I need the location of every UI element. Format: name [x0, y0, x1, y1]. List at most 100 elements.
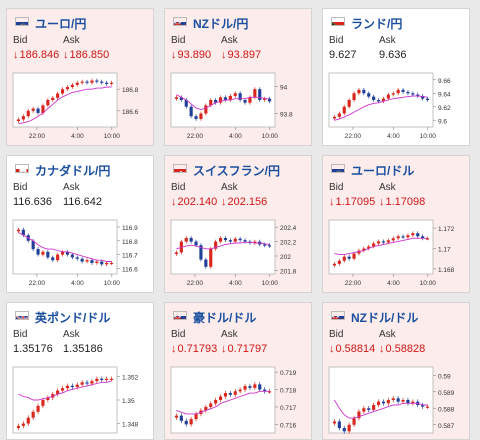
candle [362, 89, 366, 94]
ca-flag-icon [15, 164, 29, 173]
au-flag-icon [173, 311, 187, 320]
x-tick-label: 4:00 [387, 133, 400, 140]
candle [381, 241, 386, 243]
x-tick-label: 10:00 [262, 280, 279, 287]
pair-name[interactable]: 豪ドル/ドル [193, 311, 257, 325]
ask-value: ↓186.850 [63, 49, 109, 61]
pair-name[interactable]: NZドル/ドル [351, 311, 419, 325]
candle [253, 241, 257, 244]
pair-name[interactable]: NZドル/円 [193, 17, 249, 31]
candle [41, 251, 45, 255]
price-chart: 202.4 202.2 202 201.8 22:00 4:00 10:00 [170, 219, 297, 287]
bid-text: 1.17095 [335, 196, 376, 208]
ask-text: 9.636 [379, 49, 407, 61]
currency-card[interactable]: ランド/円 Bid Ask 9.627 9.636 9.66 9.64 9.62 9.6 22:0… [322, 8, 470, 146]
candle [342, 256, 346, 261]
candle [233, 93, 237, 96]
candle [41, 105, 45, 113]
ask-text: 1.35186 [63, 343, 103, 355]
candle [204, 105, 208, 114]
pair-name[interactable]: ユーロ/円 [35, 17, 87, 31]
moving-average-line [334, 95, 428, 121]
candle [174, 97, 179, 99]
bid-value: 116.636 [13, 196, 52, 208]
pair-name[interactable]: カナダドル/円 [35, 164, 111, 178]
candle [194, 116, 198, 119]
currency-card[interactable]: ユーロ/ドル Bid Ask ↓1.17095 ↓1.17098 1.172 1.17 1.1… [322, 155, 470, 293]
y-tick-label: 1.348 [122, 422, 139, 429]
bid-text: 1.35176 [13, 343, 53, 355]
candle [228, 95, 232, 100]
candle [194, 241, 198, 246]
bid-text: 0.71793 [177, 343, 218, 355]
pair-name[interactable]: スイスフラン/円 [193, 164, 280, 178]
candle [199, 245, 203, 260]
y-tick-label: 202 [280, 254, 291, 261]
candle [416, 94, 420, 96]
ask-label: Ask [63, 329, 80, 340]
currency-card[interactable]: 豪ドル/ドル Bid Ask ↓0.71793 ↓0.71797 0.719 0.718 0.… [164, 302, 312, 440]
candle [267, 98, 272, 102]
candle [85, 81, 89, 83]
y-tick-label: 0.717 [280, 405, 297, 412]
candle [367, 246, 371, 249]
bid-value: ↓186.846 [13, 49, 59, 61]
moving-average-line [334, 237, 428, 256]
candle [75, 82, 79, 85]
pair-name[interactable]: ランド/円 [351, 17, 403, 31]
candle [36, 108, 40, 113]
candle [347, 100, 351, 107]
candle [337, 260, 341, 264]
candle [258, 89, 262, 100]
bid-value: ↓1.17095 [329, 196, 375, 208]
bid-text: 186.846 [19, 49, 60, 61]
down-arrow-icon: ↓ [329, 196, 335, 208]
eu-flag-icon [331, 164, 345, 173]
ask-text: 1.17098 [385, 196, 426, 208]
candle [75, 257, 79, 259]
y-tick-label: 0.718 [280, 388, 297, 395]
candle [337, 113, 341, 117]
candle [228, 240, 232, 242]
candle [60, 388, 65, 391]
candle [238, 238, 242, 241]
candle [233, 391, 237, 395]
currency-card[interactable]: NZドル/ドル Bid Ask ↓0.58814 ↓0.58828 0.59 0.589 0.… [322, 302, 470, 440]
currency-card[interactable]: NZドル/円 Bid Ask ↓93.890 ↓93.897 94 93.8 22:00 4:0… [164, 8, 312, 146]
price-chart: 0.719 0.718 0.717 0.716 [170, 366, 297, 434]
currency-card[interactable]: スイスフラン/円 Bid Ask ↓202.140 ↓202.156 202.4 202.2… [164, 155, 312, 293]
candle [425, 98, 430, 100]
candle [362, 248, 366, 251]
candle [209, 248, 213, 267]
candle [406, 91, 410, 94]
candle [238, 93, 242, 100]
y-tick-label: 94 [280, 85, 288, 92]
down-arrow-icon: ↓ [13, 49, 19, 61]
ask-value: ↓93.897 [221, 49, 261, 61]
x-tick-label: 4:00 [71, 280, 84, 287]
currency-card[interactable]: カナダドル/円 Bid Ask 116.636 116.642 116.9 116.8 116… [6, 155, 154, 293]
candle [357, 89, 361, 94]
y-tick-label: 9.66 [438, 78, 451, 85]
candle [401, 236, 405, 238]
x-tick-label: 10:00 [420, 133, 437, 140]
down-arrow-icon: ↓ [171, 196, 177, 208]
ask-label: Ask [379, 35, 396, 46]
candle [174, 415, 179, 418]
currency-card[interactable]: 英ポンド/ドル Bid Ask 1.35176 1.35186 1.352 1.35 1.34… [6, 302, 154, 440]
pair-name[interactable]: ユーロ/ドル [351, 164, 415, 178]
candle [70, 254, 74, 258]
candle [263, 389, 267, 392]
currency-card[interactable]: ユーロ/円 Bid Ask ↓186.846 ↓186.850 186.8 186.6 22:… [6, 8, 154, 146]
candle [372, 243, 376, 247]
candle [425, 238, 430, 240]
y-tick-label: 116.6 [122, 266, 138, 273]
candle [26, 110, 30, 117]
pair-name[interactable]: 英ポンド/ドル [35, 311, 111, 325]
candle [347, 424, 351, 432]
za-flag-icon [331, 17, 345, 26]
candle [199, 113, 203, 119]
bid-value: ↓0.71793 [171, 343, 217, 355]
y-tick-label: 1.35 [122, 398, 135, 405]
candle [26, 417, 30, 424]
